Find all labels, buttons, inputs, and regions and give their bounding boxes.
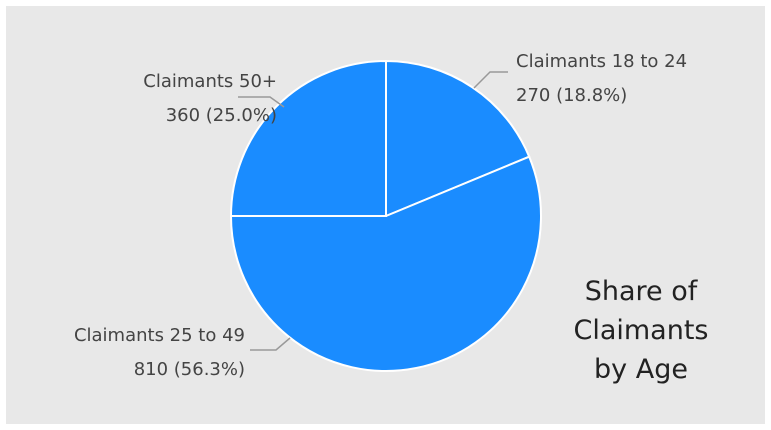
value-label: 270 (18.8%): [516, 85, 627, 106]
leader-line: [250, 337, 291, 351]
chart-title: Share of Claimants by Age: [573, 276, 709, 385]
leader-line: [238, 96, 285, 108]
pie-slice: [229, 155, 542, 372]
leader-line: [473, 71, 508, 89]
slice-label: Claimants 50+: [143, 71, 277, 92]
value-label: 810 (56.3%): [134, 359, 245, 380]
pie-slice: [229, 59, 387, 217]
value-label: 360 (25.0%): [166, 105, 277, 126]
slice-label: Claimants 25 to 49: [74, 325, 245, 346]
pie-slice: [385, 59, 531, 218]
slice-label: Claimants 18 to 24: [516, 51, 687, 72]
